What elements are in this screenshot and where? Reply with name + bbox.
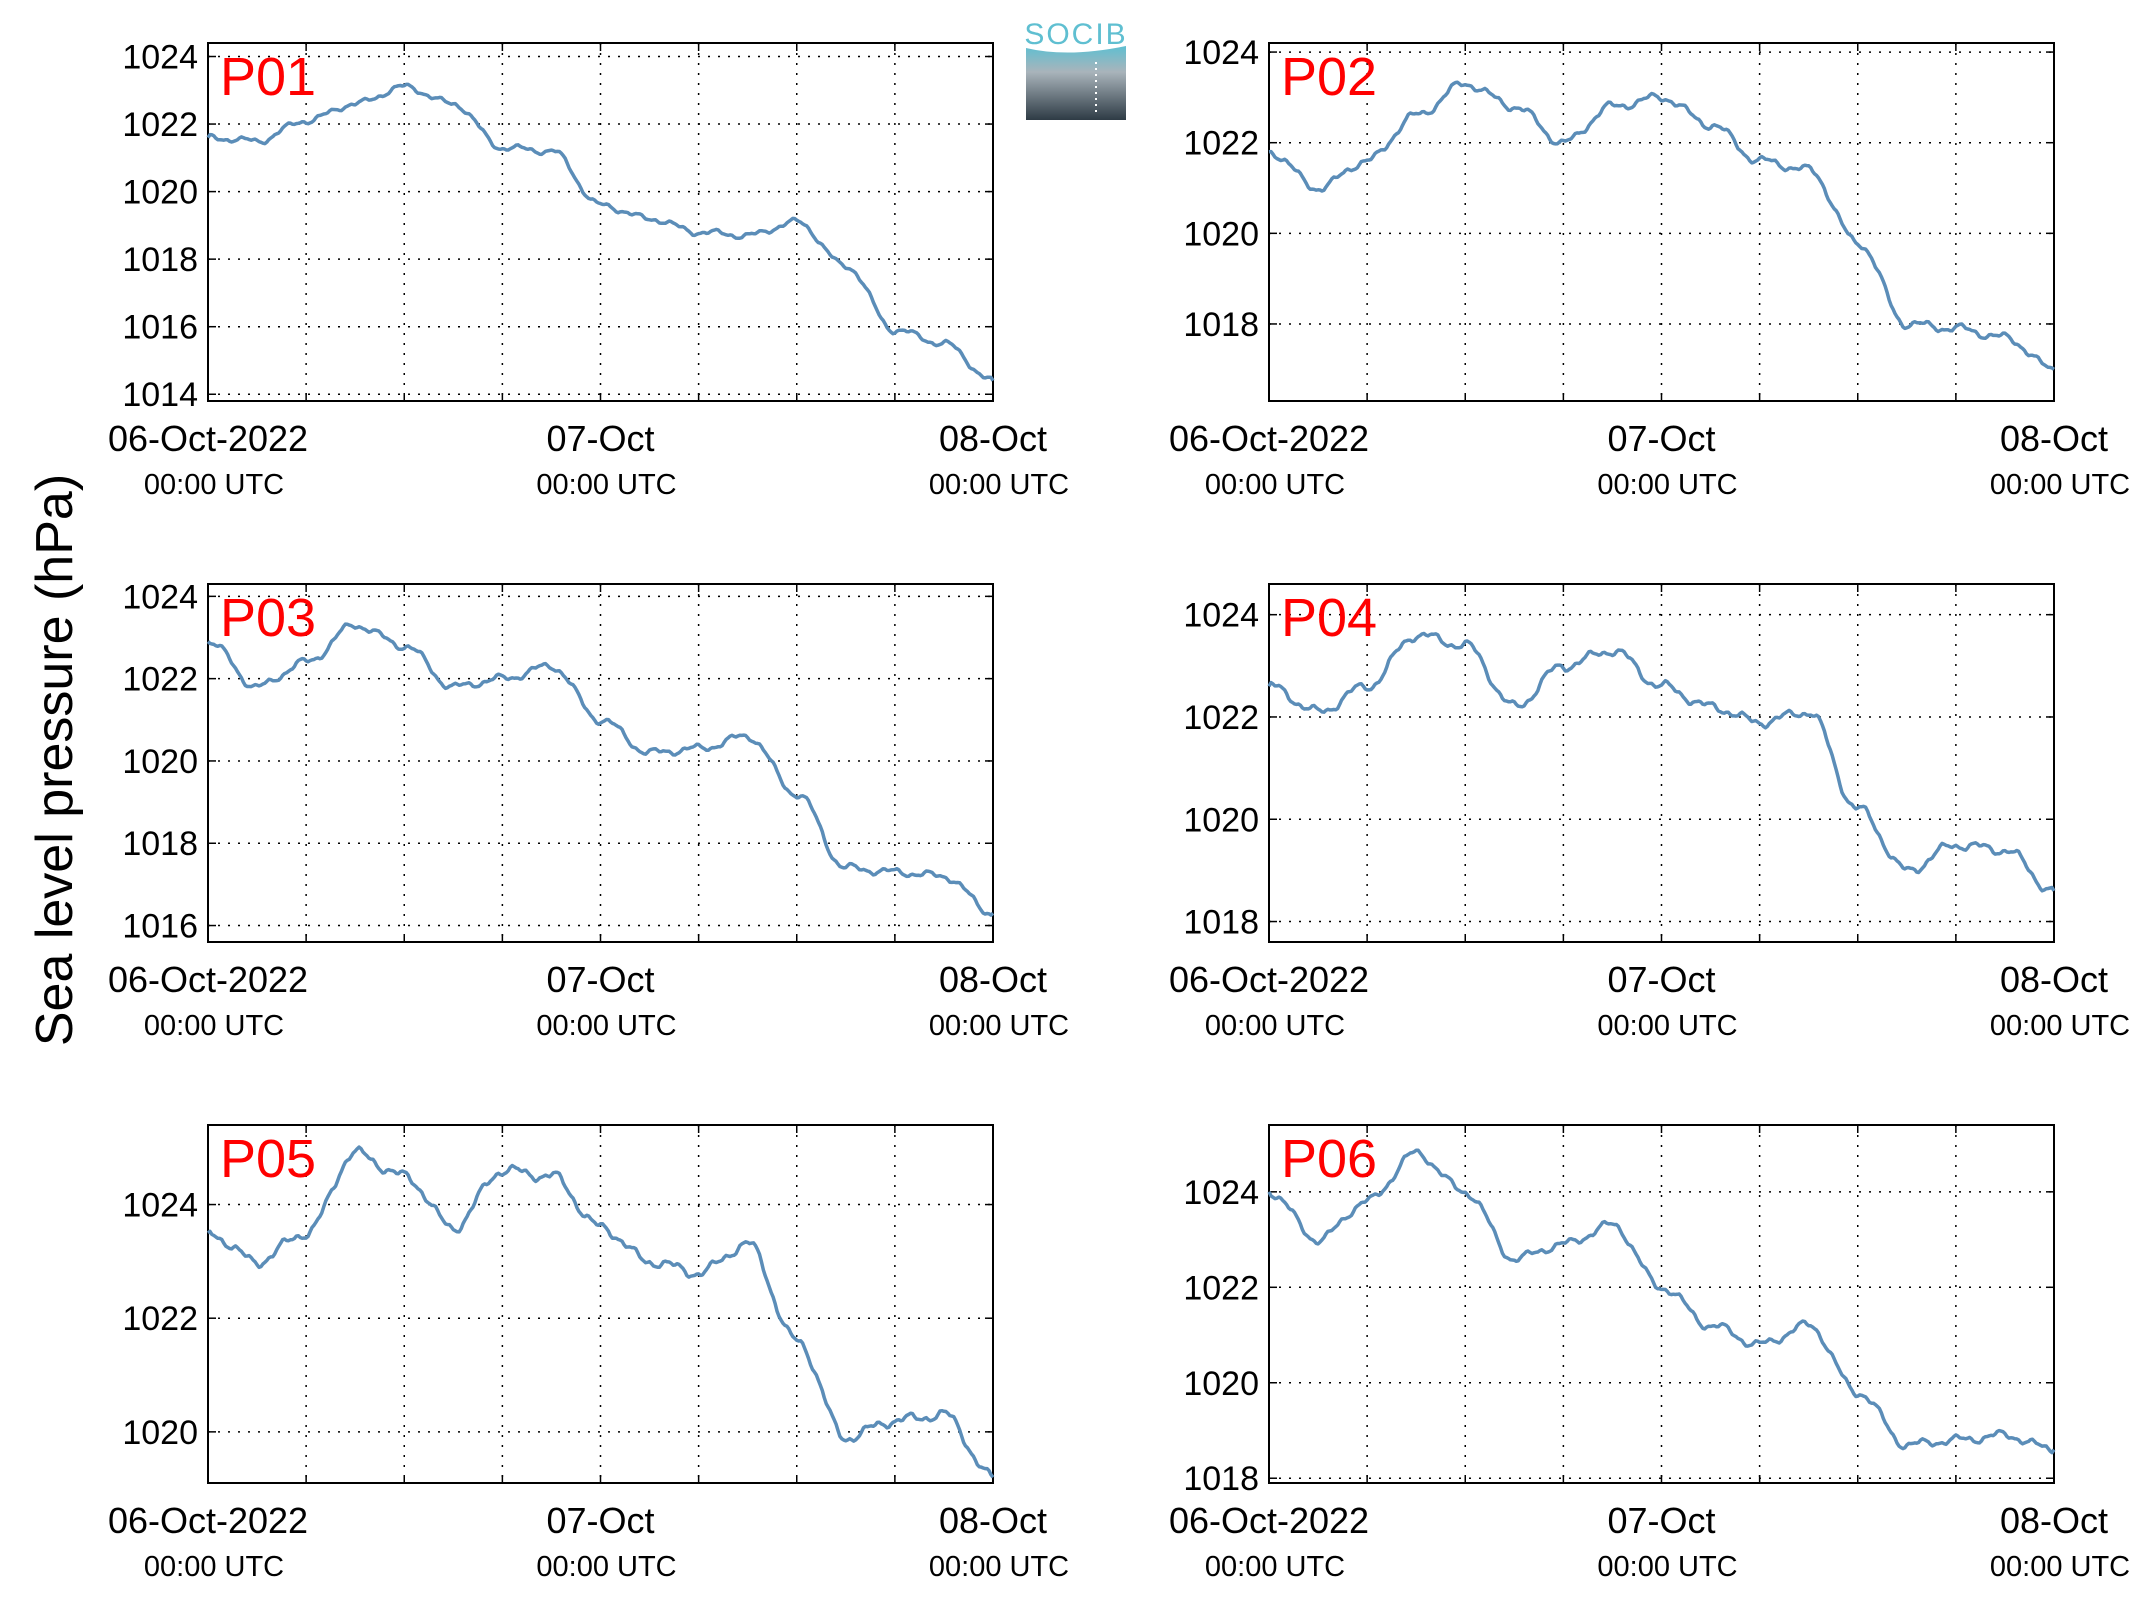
- plot-frame: [207, 1124, 994, 1484]
- y-tick-label: 1018: [1183, 1460, 1259, 1498]
- station-label: P06: [1281, 1129, 1377, 1189]
- series-line-p05: [206, 1145, 995, 1479]
- x-tick-label: 08-Oct: [2000, 959, 2108, 1000]
- panel-p01: 1014 1016 1018 1020 1022 1024 06-Oct-2022 00:00…: [108, 39, 1069, 501]
- x-tick-label: 06-Oct-2022: [1169, 959, 1369, 1000]
- x-tick-label: 06-Oct-2022: [108, 1500, 308, 1541]
- y-tick-label: 1024: [1183, 34, 1259, 72]
- y-tick-label: 1024: [1183, 597, 1259, 635]
- y-axis-label: Sea level pressure (hPa): [26, 474, 84, 1046]
- y-tick-label: 1020: [122, 174, 198, 212]
- y-tick-label: 1020: [122, 743, 198, 781]
- y-tick-label: 1024: [1183, 1174, 1259, 1212]
- x-tick-time-label: 00:00 UTC: [929, 1010, 1069, 1042]
- x-tick-label: 08-Oct: [2000, 418, 2108, 459]
- x-tick-time-label: 00:00 UTC: [929, 1551, 1069, 1583]
- x-tick-label: 08-Oct: [939, 418, 1047, 459]
- y-tick-label: 1022: [122, 1300, 198, 1338]
- y-tick-label: 1024: [122, 1187, 198, 1225]
- y-tick-label: 1016: [122, 309, 198, 347]
- x-tick-label: 06-Oct-2022: [1169, 1500, 1369, 1541]
- station-label: P01: [220, 47, 316, 107]
- panel-p06: 1018 1020 1022 1024 06-Oct-2022 00:00 UTC 07-O…: [1169, 1124, 2130, 1583]
- series-line-p06: [1267, 1148, 2056, 1455]
- y-tick-label: 1022: [1183, 699, 1259, 737]
- x-tick-label: 08-Oct: [939, 959, 1047, 1000]
- plot-frame: [207, 42, 994, 402]
- panel-p04: 1018 1020 1022 1024 06-Oct-2022 00:00 UTC 07-O…: [1169, 583, 2130, 1042]
- series-line-p03: [206, 622, 995, 917]
- y-tick-label: 1016: [122, 908, 198, 946]
- panel-p03: 1016 1018 1020 1022 1024 06-Oct-2022 00:00 UTC…: [108, 578, 1069, 1042]
- x-tick-time-label: 00:00 UTC: [1990, 469, 2130, 501]
- x-tick-time-label: 00:00 UTC: [144, 469, 284, 501]
- y-tick-label: 1014: [122, 376, 198, 414]
- x-tick-time-label: 00:00 UTC: [536, 1010, 676, 1042]
- x-tick-time-label: 00:00 UTC: [536, 1551, 676, 1583]
- x-tick-time-label: 00:00 UTC: [1597, 1551, 1737, 1583]
- x-tick-time-label: 00:00 UTC: [1205, 1010, 1345, 1042]
- x-tick-label: 07-Oct: [1607, 418, 1715, 459]
- y-tick-label: 1022: [122, 106, 198, 144]
- x-tick-time-label: 00:00 UTC: [1205, 1551, 1345, 1583]
- plot-frame: [207, 583, 994, 943]
- y-tick-label: 1020: [1183, 215, 1259, 253]
- socib-logo: SOCIB: [1024, 18, 1127, 120]
- x-tick-time-label: 00:00 UTC: [929, 469, 1069, 501]
- x-tick-label: 07-Oct: [1607, 1500, 1715, 1541]
- x-tick-time-label: 00:00 UTC: [144, 1551, 284, 1583]
- y-tick-label: 1022: [122, 661, 198, 699]
- x-tick-label: 07-Oct: [1607, 959, 1715, 1000]
- logo-text: SOCIB: [1024, 18, 1127, 51]
- x-tick-label: 07-Oct: [546, 1500, 654, 1541]
- x-tick-label: 07-Oct: [546, 418, 654, 459]
- panel-p05: 1020 1022 1024 06-Oct-2022 00:00 UTC 07-Oct 00…: [108, 1124, 1069, 1583]
- x-tick-label: 06-Oct-2022: [108, 418, 308, 459]
- station-label: P05: [220, 1129, 316, 1189]
- x-tick-time-label: 00:00 UTC: [536, 469, 676, 501]
- y-tick-label: 1020: [1183, 801, 1259, 839]
- y-tick-label: 1018: [1183, 904, 1259, 942]
- series-line-p01: [206, 82, 995, 382]
- x-tick-label: 06-Oct-2022: [1169, 418, 1369, 459]
- x-tick-label: 07-Oct: [546, 959, 654, 1000]
- x-tick-label: 08-Oct: [939, 1500, 1047, 1541]
- y-tick-label: 1022: [1183, 125, 1259, 163]
- x-tick-time-label: 00:00 UTC: [1597, 469, 1737, 501]
- station-label: P04: [1281, 588, 1377, 648]
- y-tick-label: 1022: [1183, 1269, 1259, 1307]
- station-label: P02: [1281, 47, 1377, 107]
- x-tick-time-label: 00:00 UTC: [1205, 469, 1345, 501]
- y-tick-label: 1024: [122, 578, 198, 616]
- x-tick-time-label: 00:00 UTC: [1597, 1010, 1737, 1042]
- y-tick-label: 1020: [1183, 1365, 1259, 1403]
- x-tick-time-label: 00:00 UTC: [144, 1010, 284, 1042]
- x-tick-label: 08-Oct: [2000, 1500, 2108, 1541]
- plot-frame: [1268, 1124, 2055, 1484]
- plot-frame: [1268, 583, 2055, 943]
- station-label: P03: [220, 588, 316, 648]
- series-line-p04: [1267, 631, 2056, 893]
- x-tick-label: 06-Oct-2022: [108, 959, 308, 1000]
- x-tick-time-label: 00:00 UTC: [1990, 1010, 2130, 1042]
- y-tick-label: 1024: [122, 39, 198, 77]
- series-line-p02: [1268, 80, 2056, 371]
- panel-p02: 1018 1020 1022 1024 06-Oct-2022 00:00 UTC 07-O…: [1169, 34, 2130, 501]
- y-tick-label: 1018: [1183, 306, 1259, 344]
- x-tick-time-label: 00:00 UTC: [1990, 1551, 2130, 1583]
- y-tick-label: 1018: [122, 241, 198, 279]
- y-tick-label: 1020: [122, 1414, 198, 1452]
- plot-frame: [1268, 42, 2055, 402]
- y-tick-label: 1018: [122, 825, 198, 863]
